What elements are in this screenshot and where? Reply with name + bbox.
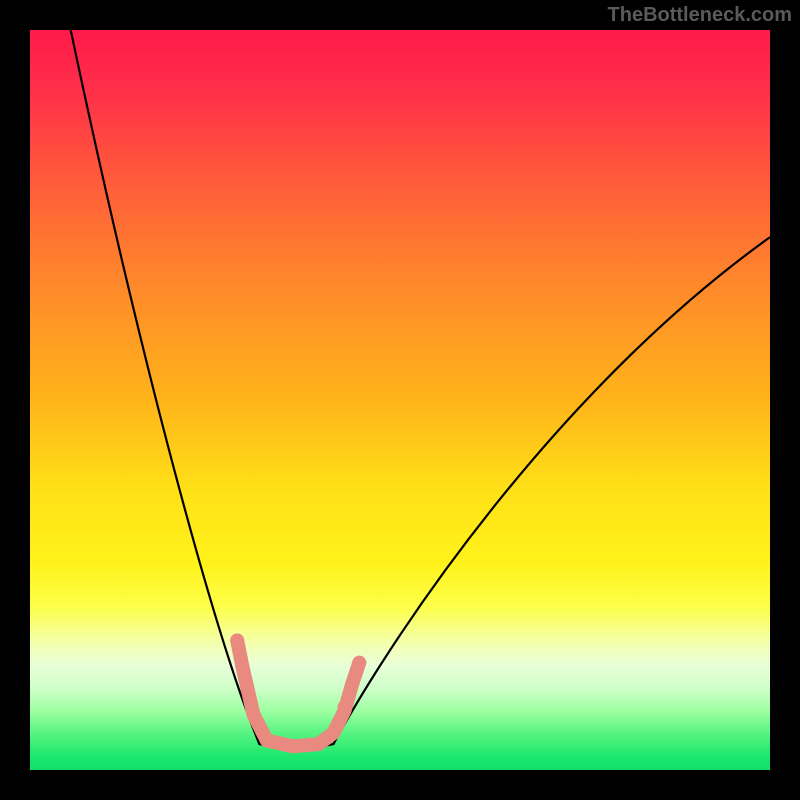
valley-bead	[230, 634, 244, 648]
outer-frame: TheBottleneck.com	[0, 0, 800, 800]
bottleneck-chart	[30, 30, 770, 770]
valley-bead	[345, 678, 359, 692]
plot-area	[30, 30, 770, 770]
gradient-background	[30, 30, 770, 770]
valley-bead	[352, 656, 366, 670]
valley-bead	[235, 659, 249, 673]
watermark-label: TheBottleneck.com	[608, 4, 792, 27]
valley-bead	[338, 700, 352, 714]
